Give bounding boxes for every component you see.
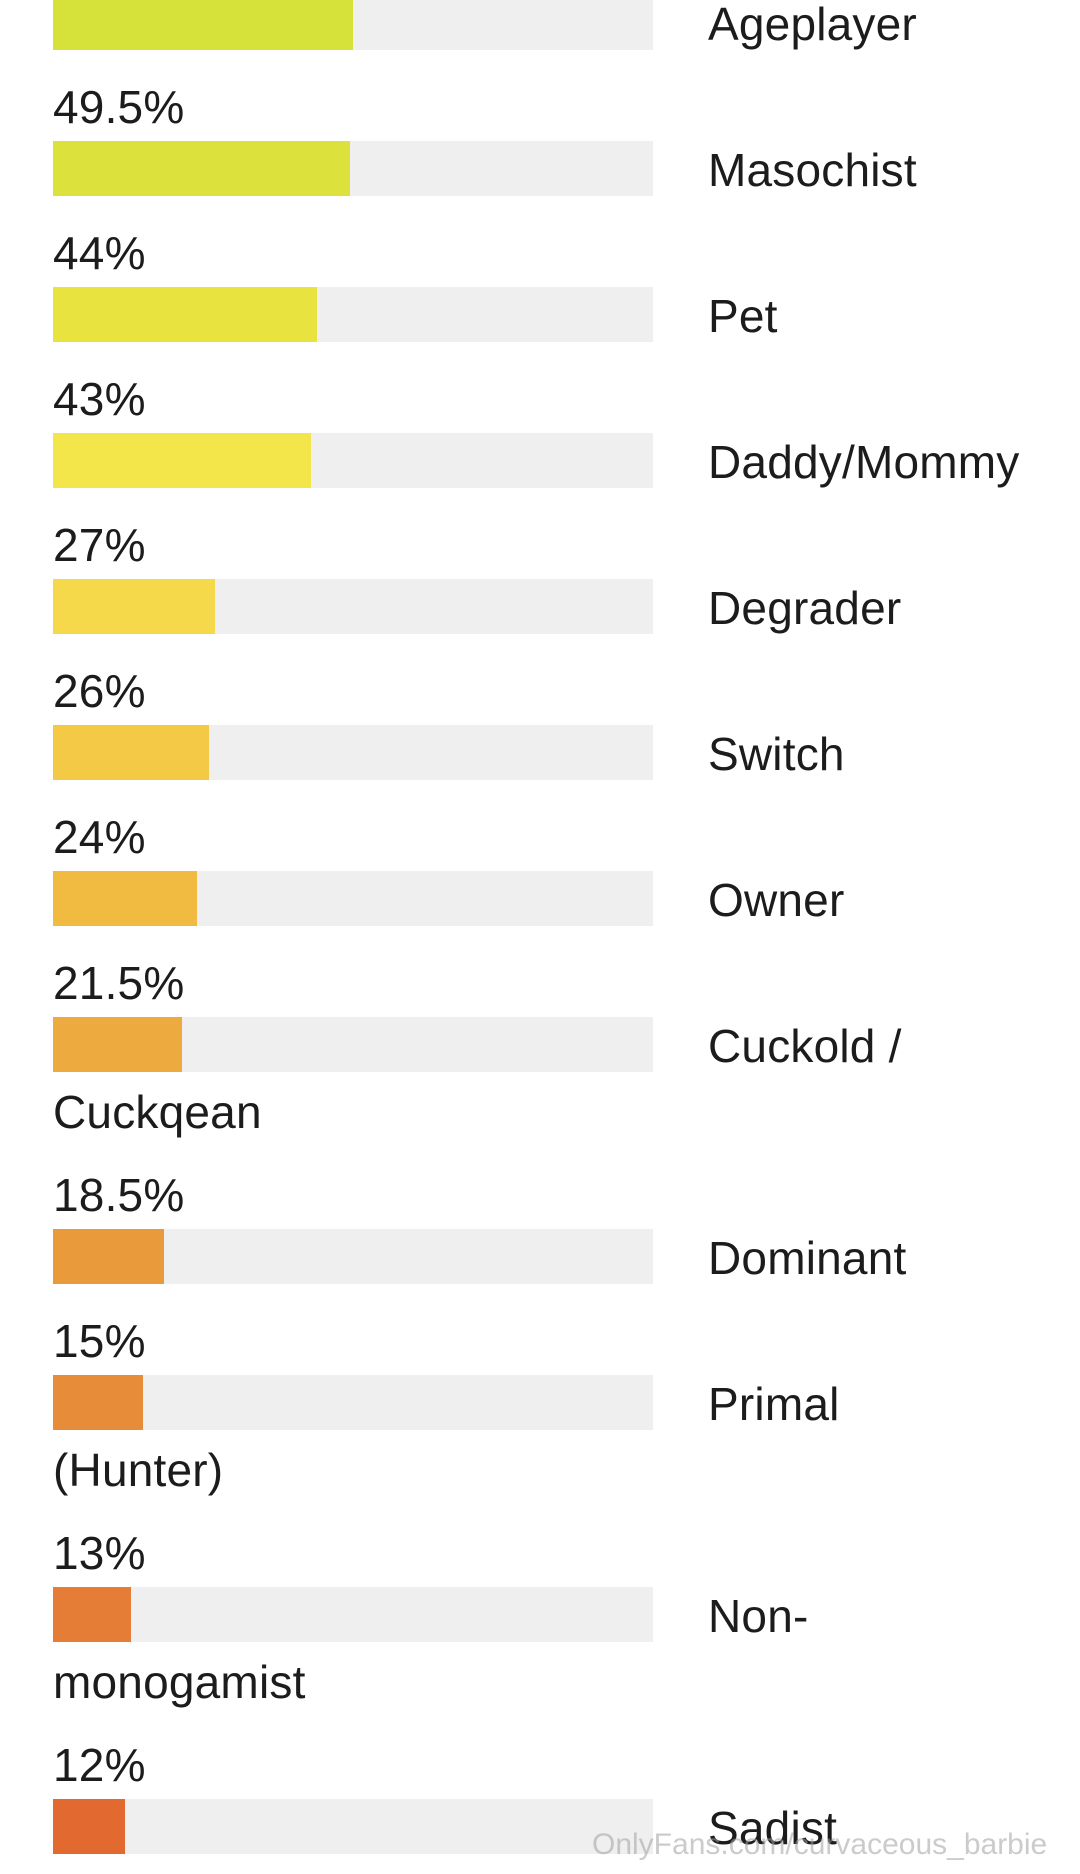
bar-track [53,433,653,488]
bar-track [53,725,653,780]
bar-fill [53,1017,182,1072]
bar-category-label: Primal [708,1378,840,1430]
bar-fill [53,1587,131,1642]
bar-value-label: 49.5% [53,81,185,133]
bar-value-label: 13% [53,1527,146,1579]
bar-value-label: 21.5% [53,957,185,1009]
bar-category-label: Degrader [708,582,902,634]
bar-category-label: Masochist [708,144,917,196]
bar-fill [53,0,353,50]
bar-track [53,1375,653,1430]
bar-fill [53,287,317,342]
bar-value-label: 26% [53,665,146,717]
bar-value-label: 18.5% [53,1169,185,1221]
bar-value-label: 44% [53,227,146,279]
bar-category-label: Daddy/Mommy [708,436,1020,488]
bar-category-label: Pet [708,290,778,342]
bar-category-label: Switch [708,728,845,780]
bar-category-label: Sadist [708,1802,838,1854]
bar-value-label: 27% [53,519,146,571]
bar-category-label-continued: (Hunter) [53,1444,224,1496]
bar-track [53,1229,653,1284]
bar-value-label: 43% [53,373,146,425]
bar-category-label: Ageplayer [708,0,917,50]
bar-fill [53,433,311,488]
bar-value-label: 24% [53,811,146,863]
bar-fill [53,579,215,634]
bar-track [53,1799,653,1854]
bar-fill [53,1799,125,1854]
watermark-text: OnlyFans.com/curvaceous_barbie [592,1828,1048,1861]
bar-category-label-continued: monogamist [53,1656,306,1708]
bar-fill [53,1375,143,1430]
bar-track [53,1017,653,1072]
bar-track [53,141,653,196]
bar-value-label: 12% [53,1739,146,1791]
bar-category-label: Owner [708,874,845,926]
bar-category-label: Cuckold / [708,1020,902,1072]
bar-fill [53,725,209,780]
bar-value-label: 15% [53,1315,146,1367]
bar-fill [53,141,350,196]
bar-category-label-continued: Cuckqean [53,1086,262,1138]
bar-category-label: Non- [708,1590,809,1642]
bar-track [53,0,653,50]
bar-track [53,579,653,634]
bar-fill [53,871,197,926]
bar-fill [53,1229,164,1284]
bar-category-label: Dominant [708,1232,907,1284]
bar-track [53,1587,653,1642]
bar-track [53,871,653,926]
bar-track [53,287,653,342]
